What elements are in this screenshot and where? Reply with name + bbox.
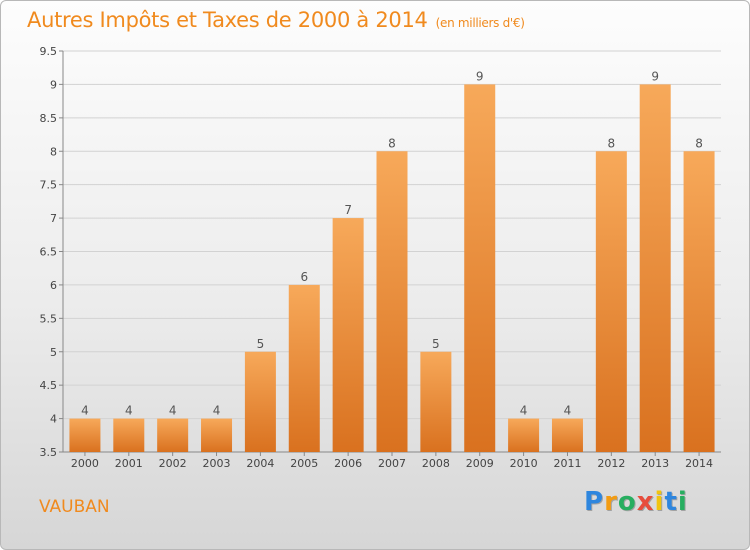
y-tick-label: 8.5 (40, 112, 58, 125)
data-label: 4 (564, 404, 572, 418)
x-tick-label: 2010 (510, 457, 538, 470)
x-tick-label: 2012 (597, 457, 625, 470)
logo-letter: P (584, 487, 605, 517)
bar (551, 418, 583, 452)
y-tick-label: 8 (50, 145, 57, 158)
bar (157, 418, 189, 452)
y-tick-label: 7 (50, 212, 57, 225)
logo-letter: o (617, 487, 637, 517)
data-label: 7 (344, 203, 352, 217)
x-tick-label: 2008 (422, 457, 450, 470)
data-label: 6 (300, 270, 308, 284)
x-tick-label: 2005 (290, 457, 318, 470)
data-label: 8 (608, 136, 616, 150)
bar (113, 418, 145, 452)
bar (69, 418, 101, 452)
data-label: 4 (81, 404, 89, 418)
bar (288, 284, 320, 452)
commune-name: VAUBAN (39, 497, 110, 517)
proxiti-logo: Proxiti (584, 487, 688, 517)
x-tick-label: 2013 (641, 457, 669, 470)
chart-title: Autres Impôts et Taxes de 2000 à 2014 (en… (27, 8, 525, 32)
x-tick-label: 2009 (466, 457, 494, 470)
data-label: 8 (388, 136, 396, 150)
x-tick-label: 2011 (553, 457, 581, 470)
data-label: 9 (476, 69, 484, 83)
data-label: 4 (520, 404, 528, 418)
x-tick-label: 2014 (685, 457, 713, 470)
logo-letter: t (664, 487, 678, 517)
logo-letter: x (636, 487, 655, 517)
x-tick-label: 2004 (246, 457, 274, 470)
data-label: 4 (169, 404, 177, 418)
data-label: 5 (432, 337, 440, 351)
y-tick-label: 9.5 (40, 45, 58, 58)
bar (420, 351, 452, 452)
data-label: 4 (125, 404, 133, 418)
bar (508, 418, 540, 452)
chart-title-text: Autres Impôts et Taxes de 2000 à 2014 (27, 8, 428, 32)
bar (201, 418, 233, 452)
logo-letter: r (604, 487, 618, 517)
y-tick-label: 6.5 (40, 246, 58, 259)
y-tick-label: 6 (50, 279, 57, 292)
bar (332, 218, 364, 452)
y-tick-label: 5 (50, 346, 57, 359)
y-tick-label: 3.5 (40, 446, 58, 459)
bar (683, 151, 715, 452)
x-tick-label: 2002 (159, 457, 187, 470)
data-label: 4 (213, 404, 221, 418)
logo-letter: i (677, 487, 688, 517)
x-tick-label: 2000 (71, 457, 99, 470)
data-label: 9 (651, 69, 659, 83)
y-tick-label: 4 (50, 413, 57, 426)
bar (639, 84, 671, 453)
y-tick-label: 5.5 (40, 312, 58, 325)
data-label: 8 (695, 136, 703, 150)
x-tick-label: 2006 (334, 457, 362, 470)
bar (595, 151, 627, 452)
bar (244, 351, 276, 452)
x-tick-label: 2001 (115, 457, 143, 470)
bar (376, 151, 408, 452)
chart-unit: (en milliers d'€) (435, 16, 525, 30)
y-tick-label: 9 (50, 78, 57, 91)
y-tick-label: 7.5 (40, 179, 58, 192)
logo-letter: i (654, 487, 665, 517)
x-tick-label: 2007 (378, 457, 406, 470)
y-tick-label: 4.5 (40, 379, 58, 392)
data-label: 5 (257, 337, 265, 351)
bar (464, 84, 496, 453)
x-tick-label: 2003 (203, 457, 231, 470)
